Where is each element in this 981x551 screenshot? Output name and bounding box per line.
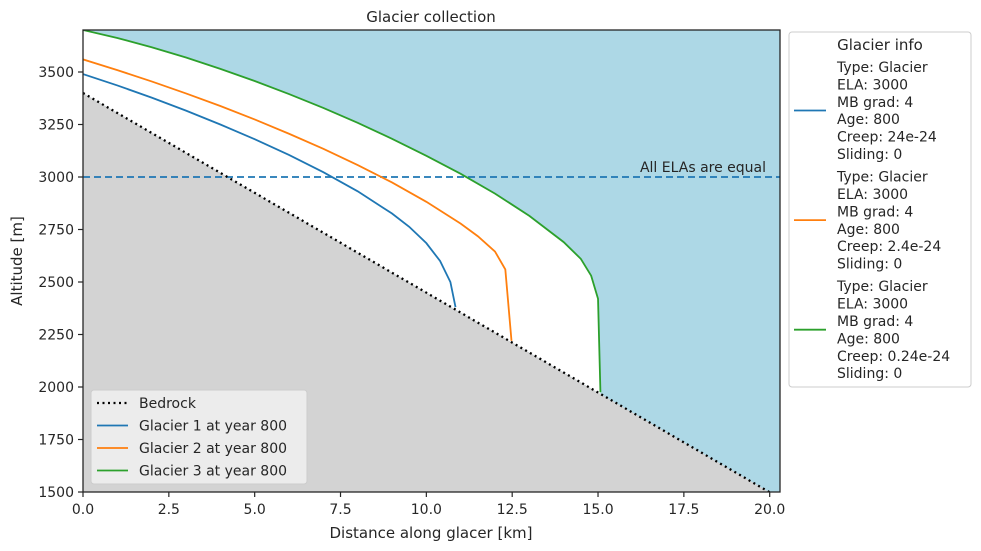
y-tick-label: 1500 <box>38 485 74 501</box>
info-legend-line: Sliding: 0 <box>837 366 902 382</box>
info-legend-line: Sliding: 0 <box>837 147 902 163</box>
y-tick-label: 2000 <box>38 380 74 396</box>
x-tick-label: 7.5 <box>329 502 351 518</box>
series-legend: Bedrock Glacier 1 at year 800 Glacier 2 at… <box>90 389 308 485</box>
legend-label: Bedrock <box>139 396 197 412</box>
info-legend-title: Glacier info <box>837 36 923 54</box>
info-legend-box <box>788 31 972 388</box>
chart-title: Glacier collection <box>366 8 496 26</box>
info-legend-line: Age: 800 <box>837 222 900 238</box>
legend-label: Glacier 2 at year 800 <box>139 441 287 457</box>
info-legend-line: Creep: 24e-24 <box>837 130 937 146</box>
x-tick-label: 10.0 <box>411 502 442 518</box>
x-tick-label: 2.5 <box>158 502 180 518</box>
legend-box <box>90 389 308 485</box>
y-tick-label: 1750 <box>38 433 74 449</box>
info-legend-line: MB grad: 4 <box>837 204 913 220</box>
info-legend-line: Sliding: 0 <box>837 257 902 273</box>
info-legend-line: Type: Glacier <box>836 279 928 295</box>
y-tick-label: 3000 <box>38 170 74 186</box>
legend-label: Glacier 3 at year 800 <box>139 464 287 480</box>
legend-label: Glacier 1 at year 800 <box>139 419 287 435</box>
x-axis: 0.0 2.5 5.0 7.5 10.0 12.5 15.0 17.5 20.0 <box>72 492 785 518</box>
info-legend-line: Type: Glacier <box>836 60 928 76</box>
bedrock-dotted-line <box>83 92 772 492</box>
info-legend-line: Creep: 0.24e-24 <box>837 349 950 365</box>
series-line-glacier-3 <box>83 30 602 393</box>
x-tick-label: 5.0 <box>244 502 266 518</box>
info-legend-line: ELA: 3000 <box>837 297 908 313</box>
info-legend-line: Type: Glacier <box>836 170 928 186</box>
y-tick-label: 3250 <box>38 118 74 134</box>
plot-frame <box>82 29 781 493</box>
y-tick-label: 2250 <box>38 328 74 344</box>
y-axis-title: Altitude [m] <box>8 216 26 306</box>
info-legend-line: Age: 800 <box>837 331 900 347</box>
info-legend-line: Creep: 2.4e-24 <box>837 239 941 255</box>
x-axis-title: Distance along glacer [km] <box>330 524 533 542</box>
x-tick-label: 20.0 <box>754 502 785 518</box>
y-axis: 1500 1750 2000 2250 2500 2750 3000 3250 3500 <box>38 65 83 501</box>
series-lines <box>83 30 602 393</box>
info-legend-line: MB grad: 4 <box>837 314 913 330</box>
x-tick-label: 12.5 <box>497 502 528 518</box>
x-tick-label: 17.5 <box>668 502 699 518</box>
y-tick-label: 2500 <box>38 275 74 291</box>
x-tick-label: 15.0 <box>582 502 613 518</box>
info-legend-line: MB grad: 4 <box>837 95 913 111</box>
y-tick-label: 2750 <box>38 223 74 239</box>
x-tick-label: 0.0 <box>72 502 94 518</box>
info-legend-line: ELA: 3000 <box>837 187 908 203</box>
info-legend-line: ELA: 3000 <box>837 77 908 93</box>
series-line-glacier-1 <box>83 73 457 308</box>
series-line-glacier-2 <box>83 58 513 341</box>
info-legend-line: Age: 800 <box>837 112 900 128</box>
y-tick-label: 3500 <box>38 65 74 81</box>
ela-annotation: All ELAs are equal <box>640 160 766 176</box>
